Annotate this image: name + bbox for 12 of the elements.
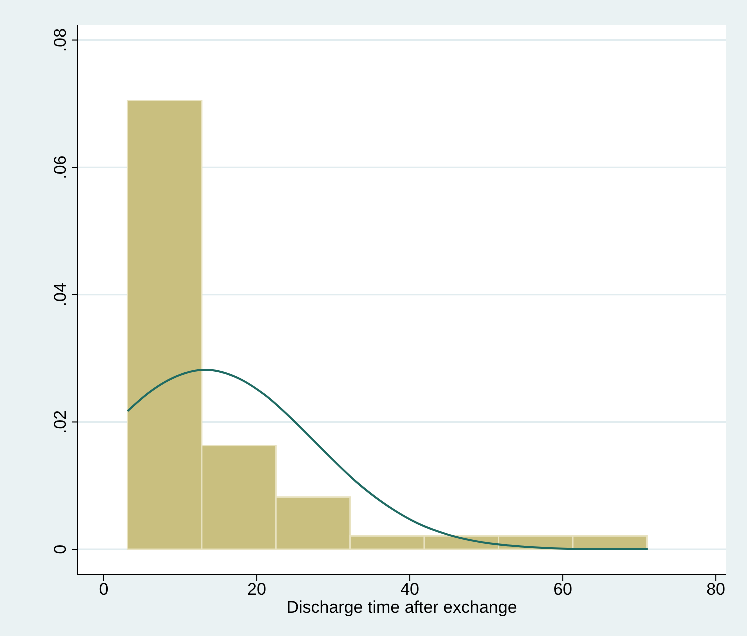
y-tick-label: .08 — [51, 28, 70, 52]
x-tick-label: 40 — [400, 580, 420, 599]
y-tick-label: .04 — [51, 283, 70, 307]
x-tick-label: 60 — [554, 580, 573, 599]
line-series — [126, 369, 649, 551]
x-tick-label: 20 — [248, 580, 266, 599]
y-tick-label: .06 — [51, 156, 70, 180]
x-tick-label: 0 — [99, 580, 109, 599]
y-tick-label: 0 — [51, 544, 70, 554]
y-tick-label: .02 — [51, 410, 70, 434]
x-tick-label: 80 — [706, 580, 726, 599]
x-axis-title: Discharge time after exchange — [286, 598, 518, 617]
